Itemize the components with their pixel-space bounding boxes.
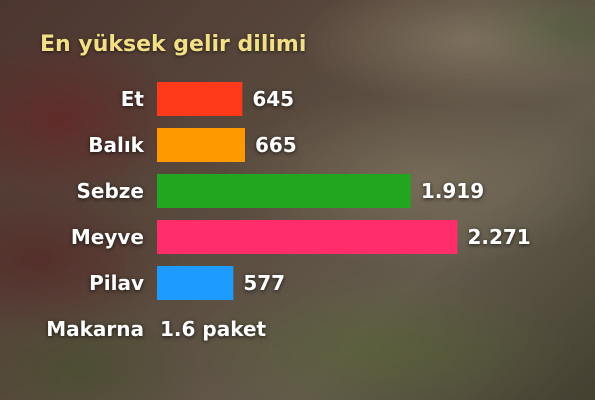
bar [157, 266, 234, 300]
bar [157, 128, 245, 162]
bar [157, 174, 411, 208]
category-label: Pilav [89, 271, 144, 295]
value-label: 645 [252, 87, 294, 111]
value-label: 577 [243, 271, 285, 295]
value-label: 665 [255, 133, 297, 157]
category-label: Meyve [71, 225, 144, 249]
bar [157, 220, 458, 254]
category-label: Sebze [77, 179, 145, 203]
category-label: Makarna [46, 317, 144, 341]
chart-title: En yüksek gelir dilimi [40, 32, 307, 57]
value-label: 1.6 paket [160, 317, 267, 341]
category-label: Et [121, 87, 145, 111]
bar [157, 82, 243, 116]
value-label: 2.271 [467, 225, 530, 249]
category-label: Balık [88, 133, 144, 157]
value-label: 1.919 [421, 179, 484, 203]
